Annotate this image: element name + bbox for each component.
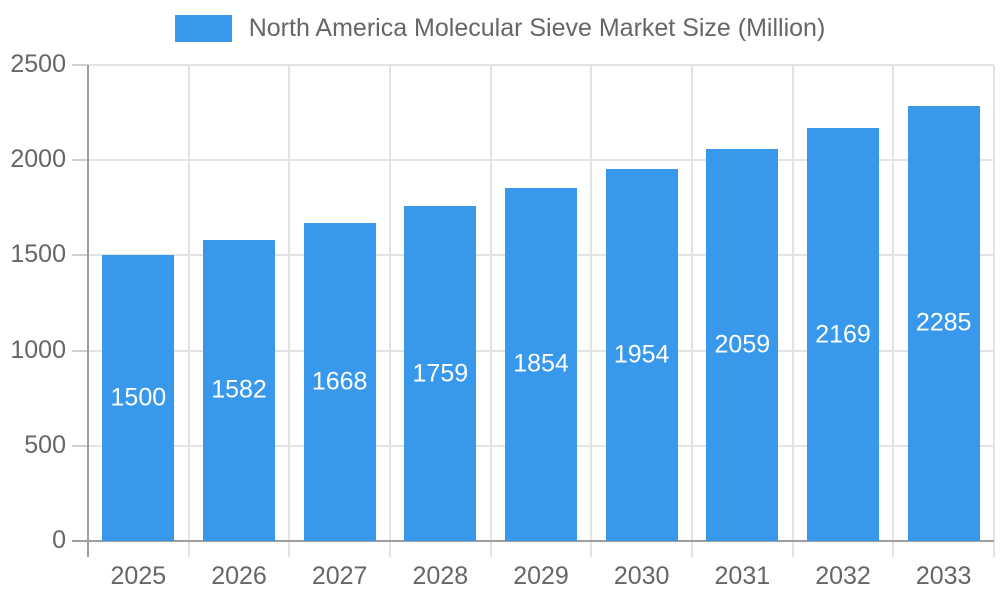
bar-2029[interactable] [505,187,577,541]
x-tick-mark [691,542,693,557]
bar-2032[interactable] [807,128,879,541]
gridline-horizontal [88,64,994,66]
gridline-horizontal [88,159,994,162]
y-tick-mark [72,444,88,447]
y-axis-line [87,65,89,557]
x-tick-mark [389,542,391,557]
gridline-vertical [691,65,693,541]
gridline-vertical [791,65,794,541]
x-tick-mark [187,542,190,557]
y-tick-mark [72,349,88,352]
x-axis-tick-label: 2029 [513,562,569,590]
y-axis-tick-label: 0 [52,525,66,554]
x-axis-tick-label: 2027 [311,562,368,590]
legend-item[interactable]: North America Molecular Sieve Market Siz… [174,14,826,43]
x-axis-tick-label: 2025 [110,562,167,590]
x-axis-tick-label: 2031 [714,562,771,590]
gridline-vertical [489,65,492,541]
x-axis-tick-label: 2032 [815,562,871,590]
bar-2026[interactable] [203,239,275,541]
x-tick-mark [288,542,291,557]
x-tick-mark [892,542,895,557]
y-axis-tick-label: 2500 [10,49,66,78]
y-axis-tick-label: 2000 [10,145,66,174]
bar-value-label: 2169 [815,320,871,348]
bar-2031[interactable] [706,148,779,541]
x-axis-tick-label: 2028 [412,562,469,590]
bar-value-label: 1759 [412,359,469,388]
x-axis-tick-label: 2026 [211,562,267,590]
bar-2033[interactable] [907,105,980,541]
x-axis-tick-label: 2030 [613,562,670,590]
bar-2028[interactable] [404,206,477,541]
y-tick-mark [72,64,88,66]
x-tick-mark [791,542,794,557]
bar-2025[interactable] [102,255,175,541]
legend-label: North America Molecular Sieve Market Siz… [248,14,826,42]
x-tick-mark [590,542,593,557]
bar-2027[interactable] [303,223,376,541]
x-tick-mark [993,542,995,557]
bar-value-label: 1668 [311,367,368,396]
legend: North America Molecular Sieve Market Siz… [0,14,1000,43]
bar-value-label: 2285 [915,308,972,337]
bar-value-label: 1582 [211,375,267,404]
gridline-vertical [892,65,895,541]
x-axis-tick-label: 2033 [915,562,972,590]
legend-swatch-icon [174,15,232,42]
y-tick-mark [72,254,88,257]
x-tick-mark [489,542,492,557]
bar-value-label: 1954 [613,340,670,369]
gridline-vertical [288,65,291,541]
y-axis-tick-label: 1500 [10,240,66,269]
bar-value-label: 1854 [513,349,569,378]
x-axis-line [72,540,994,542]
bar-value-label: 1500 [110,383,167,412]
gridline-vertical [993,65,995,541]
y-tick-mark [72,159,88,162]
y-axis-tick-label: 1000 [10,335,66,364]
gridline-vertical [389,65,391,541]
gridline-vertical [187,65,190,541]
gridline-vertical [590,65,593,541]
y-axis-tick-label: 500 [24,430,66,459]
bar-value-label: 2059 [714,330,771,359]
bar-2030[interactable] [605,168,678,541]
